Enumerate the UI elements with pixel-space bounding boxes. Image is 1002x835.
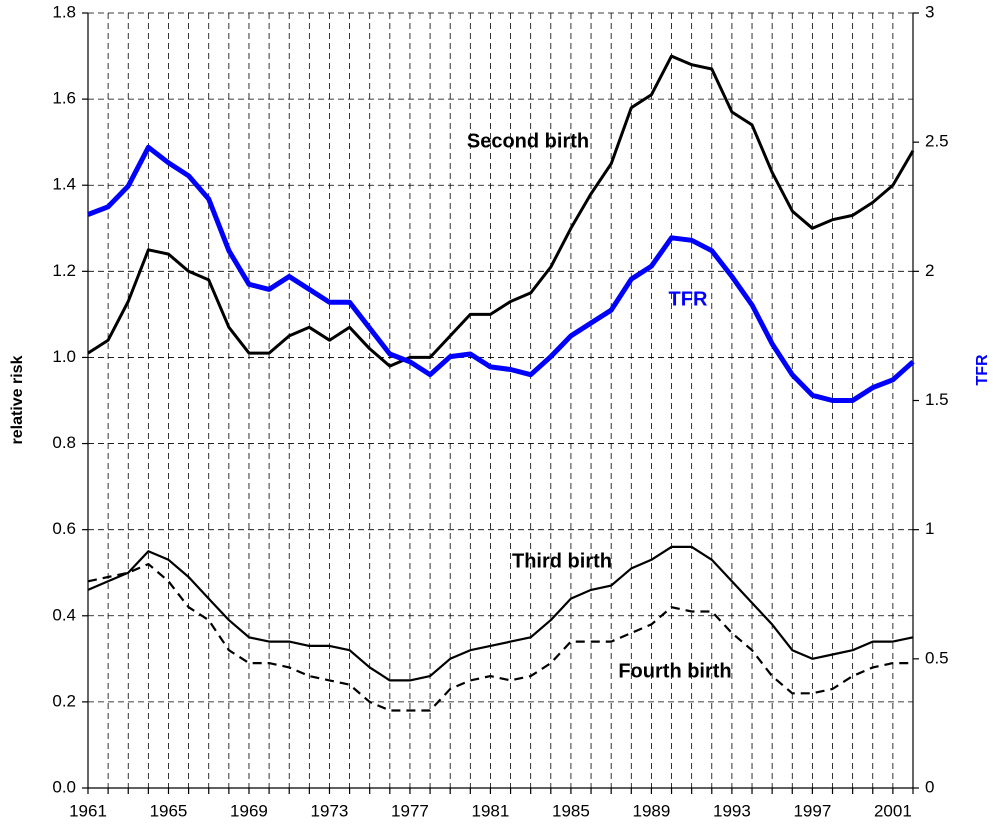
y2-tick-label: 3 xyxy=(925,2,934,21)
y-tick-label: 1.2 xyxy=(52,261,76,280)
y2-tick-label: 0.5 xyxy=(925,648,949,667)
y2-tick-label: 2 xyxy=(925,261,934,280)
x-tick-label: 2001 xyxy=(874,801,912,820)
y2-axis-label: TFR xyxy=(974,354,991,386)
y-tick-label: 0.8 xyxy=(52,433,76,452)
y2-tick-label: 1 xyxy=(925,519,934,538)
series-label: Third birth xyxy=(512,550,612,572)
series-label: TFR xyxy=(669,288,708,310)
x-tick-label: 1969 xyxy=(230,801,268,820)
y-tick-label: 1.8 xyxy=(52,2,76,21)
x-tick-label: 1961 xyxy=(69,801,107,820)
y-tick-label: 1.0 xyxy=(52,347,76,366)
x-tick-label: 1981 xyxy=(472,801,510,820)
y2-tick-label: 0 xyxy=(925,777,934,796)
y-tick-label: 1.4 xyxy=(52,175,76,194)
y-tick-label: 0.4 xyxy=(52,605,76,624)
x-tick-label: 1989 xyxy=(633,801,671,820)
series-line xyxy=(87,563,913,712)
x-tick-label: 1993 xyxy=(713,801,751,820)
y-axis-label: relative risk xyxy=(9,355,26,444)
y-tick-label: 0.2 xyxy=(52,691,76,710)
x-tick-label: 1997 xyxy=(793,801,831,820)
series-label: Second birth xyxy=(467,130,589,152)
x-tick-label: 1973 xyxy=(311,801,349,820)
y-tick-label: 1.6 xyxy=(52,89,76,108)
series-line xyxy=(87,54,915,368)
series-line xyxy=(87,144,915,403)
series-label: Fourth birth xyxy=(618,660,731,682)
x-tick-label: 1985 xyxy=(552,801,590,820)
y2-tick-label: 2.5 xyxy=(925,132,949,151)
x-tick-label: 1977 xyxy=(391,801,429,820)
series-line xyxy=(87,545,914,682)
y-tick-label: 0.0 xyxy=(52,777,76,796)
y2-tick-label: 1.5 xyxy=(925,390,949,409)
y-tick-label: 0.6 xyxy=(52,519,76,538)
x-tick-label: 1965 xyxy=(150,801,188,820)
